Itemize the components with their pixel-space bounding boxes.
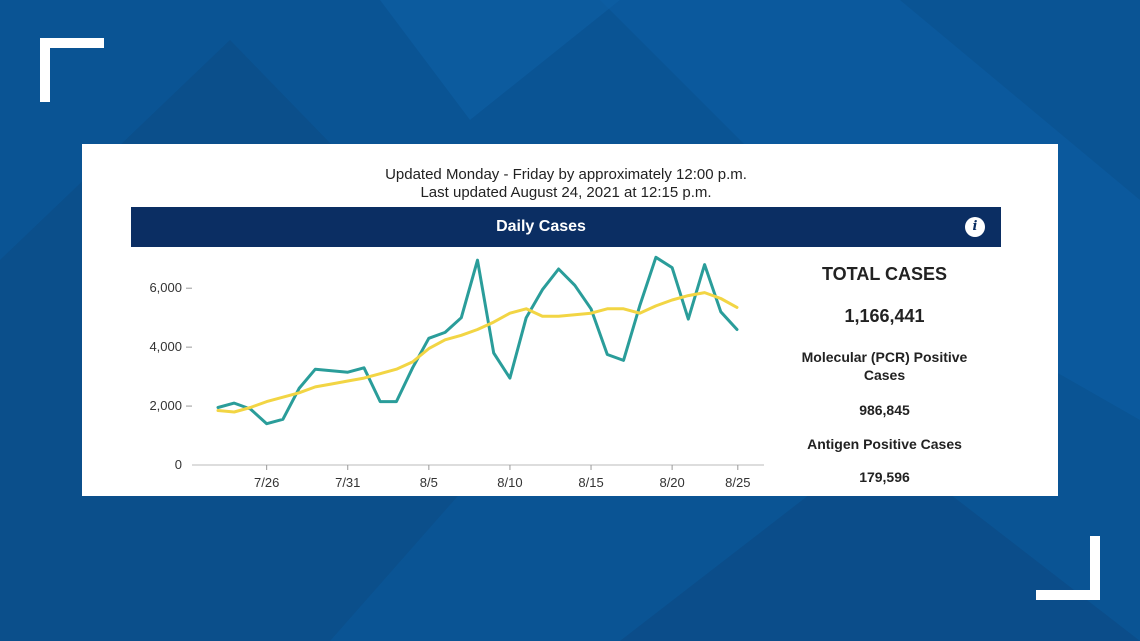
x-tick-label: 7/31 [335, 475, 360, 490]
x-tick-label: 7/26 [254, 475, 279, 490]
corner-bracket-top-left [40, 38, 104, 102]
x-tick-label: 8/10 [497, 475, 522, 490]
pcr-cases-label: Molecular (PCR) Positive Cases [801, 349, 968, 383]
x-tick-label: 8/15 [578, 475, 603, 490]
chart-title: Daily Cases [496, 218, 586, 235]
y-tick-label: 6,000 [149, 280, 182, 295]
x-tick-label: 8/20 [659, 475, 684, 490]
seven-day-average-line [216, 291, 739, 414]
total-cases-value: 1,166,441 [844, 306, 925, 326]
antigen-cases-value: 179,596 [859, 469, 910, 485]
x-tick-label: 8/5 [420, 475, 438, 490]
update-info: Updated Monday - Friday by approximately… [82, 166, 1050, 202]
daily-cases-chart: 0 2,000 4,000 6,000 7/26 7/31 8/5 8/10 8/15 8/20 8… [149, 255, 764, 490]
total-cases-label: TOTAL CASES [821, 264, 947, 284]
y-tick-label: 2,000 [149, 398, 182, 413]
x-tick-label: 8/25 [725, 475, 750, 490]
y-tick-label: 4,000 [149, 339, 182, 354]
pcr-cases-value: 986,845 [859, 402, 910, 418]
update-schedule: Updated Monday - Friday by approximately… [385, 166, 747, 183]
antigen-cases-label: Antigen Positive Cases [807, 436, 962, 452]
y-tick-label: 0 [175, 457, 182, 472]
last-updated: Last updated August 24, 2021 at 12:15 p.… [420, 184, 712, 201]
corner-bracket-bottom-right [1036, 536, 1100, 600]
info-icon[interactable]: i [965, 217, 985, 237]
chart-header: Daily Cases i [131, 207, 1001, 247]
daily-cases-line [216, 255, 739, 426]
dashboard-panel: Updated Monday - Friday by approximately… [82, 144, 1058, 496]
